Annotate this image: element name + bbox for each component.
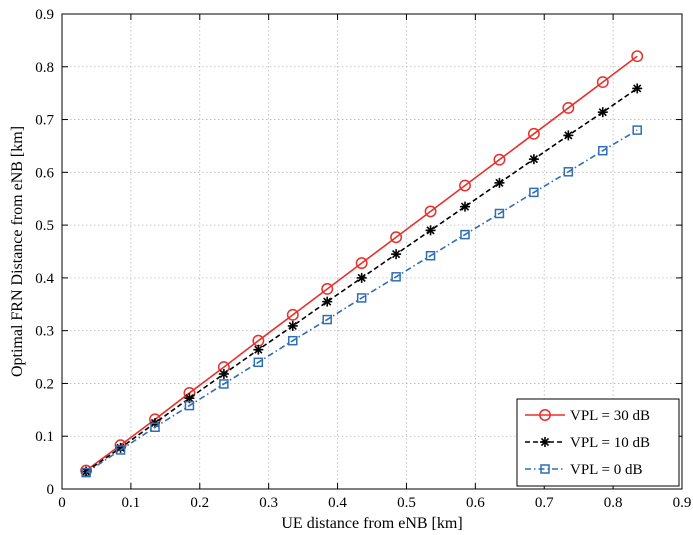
data-point [356, 272, 367, 283]
data-point [391, 249, 402, 260]
legend-entries: VPL = 30 dB VPL = 10 dB VPL = 0 dB [525, 408, 650, 478]
series-1 [80, 50, 644, 477]
data-point [563, 130, 574, 141]
legend-entry: VPL = 10 dB [525, 435, 650, 451]
data-point [322, 296, 333, 307]
x-tick-label: 0.3 [259, 495, 278, 511]
y-tick-label: 0.4 [35, 271, 54, 287]
y-tick-label: 0.1 [35, 429, 54, 445]
data-point [355, 257, 368, 270]
x-axis-label: UE distance from eNB [km] [281, 515, 462, 532]
legend-swatch-marker [540, 437, 550, 447]
data-point [287, 320, 298, 331]
legend-entry: VPL = 0 dB [525, 462, 643, 478]
data-point [459, 179, 471, 192]
data-point [253, 357, 264, 368]
y-axis-label: Optimal FRN Distance from eNB [km] [9, 126, 26, 377]
data-point [286, 308, 299, 321]
plot-frame [61, 13, 683, 490]
legend-label: VPL = 0 dB [570, 462, 643, 478]
legend-label: VPL = 10 dB [570, 435, 650, 451]
data-point [527, 127, 540, 140]
data-point [631, 50, 644, 63]
data-point [528, 154, 539, 165]
y-tick-label: 0.3 [35, 324, 54, 340]
data-point [425, 225, 436, 236]
data-point [150, 422, 160, 432]
data-point [322, 314, 332, 325]
legend-swatch-marker [540, 464, 550, 474]
y-tick-label: 0.9 [35, 7, 54, 23]
x-tick-label: 0.6 [466, 495, 485, 511]
x-tick-label: 0.7 [535, 495, 554, 511]
y-tick-label: 0.2 [35, 376, 54, 392]
y-tick-label: 0.6 [35, 165, 54, 181]
data-point [632, 83, 643, 94]
data-point [115, 445, 126, 455]
data-point [390, 231, 403, 244]
y-tick-label: 0.8 [35, 60, 54, 76]
data-point [219, 379, 229, 389]
x-tick-label: 0.9 [673, 495, 692, 511]
x-tick-label: 0.8 [604, 495, 623, 511]
series-line [85, 129, 638, 474]
data-point [563, 167, 574, 177]
y-tick-label: 0.5 [35, 218, 54, 234]
data-point [632, 125, 642, 135]
legend-entry: VPL = 30 dB [525, 408, 650, 424]
data-point [184, 400, 195, 411]
x-tick-label: 0.1 [122, 495, 141, 511]
data-point [356, 293, 367, 303]
data-point [460, 229, 470, 240]
x-tick-label: 0 [58, 495, 66, 511]
x-tick-label: 0.5 [397, 495, 416, 511]
data-point [425, 250, 436, 261]
legend-swatch-marker [539, 409, 551, 421]
data-point [424, 205, 437, 218]
data-point [493, 153, 506, 166]
x-tick-label: 0.4 [328, 495, 347, 511]
y-tick-label: 0.7 [35, 113, 54, 129]
series-layer [80, 50, 644, 478]
data-point [460, 201, 470, 212]
y-tick-label: 0 [47, 482, 55, 498]
series-3 [81, 125, 642, 478]
legend-label: VPL = 30 dB [570, 408, 650, 424]
data-point [596, 76, 609, 89]
data-point [494, 208, 505, 219]
legend: VPL = 30 dB VPL = 10 dB VPL = 0 dB [516, 398, 680, 487]
data-point [218, 368, 229, 379]
data-point [81, 467, 91, 478]
data-point [494, 177, 505, 188]
data-point [253, 344, 264, 355]
data-point [321, 283, 334, 295]
x-tick-label: 0.2 [190, 495, 209, 511]
data-point [391, 272, 401, 282]
series-line [85, 55, 638, 472]
data-point [597, 107, 608, 118]
data-point [288, 335, 298, 346]
data-point [562, 101, 575, 114]
data-point [598, 145, 608, 156]
axis-ticks: 0 0.1 0.2 0.3 0.4 0.5 0.6 0.7 0.8 0.9 0 0.1 0.2 0.3 0.… [35, 7, 691, 511]
data-point [529, 187, 539, 198]
